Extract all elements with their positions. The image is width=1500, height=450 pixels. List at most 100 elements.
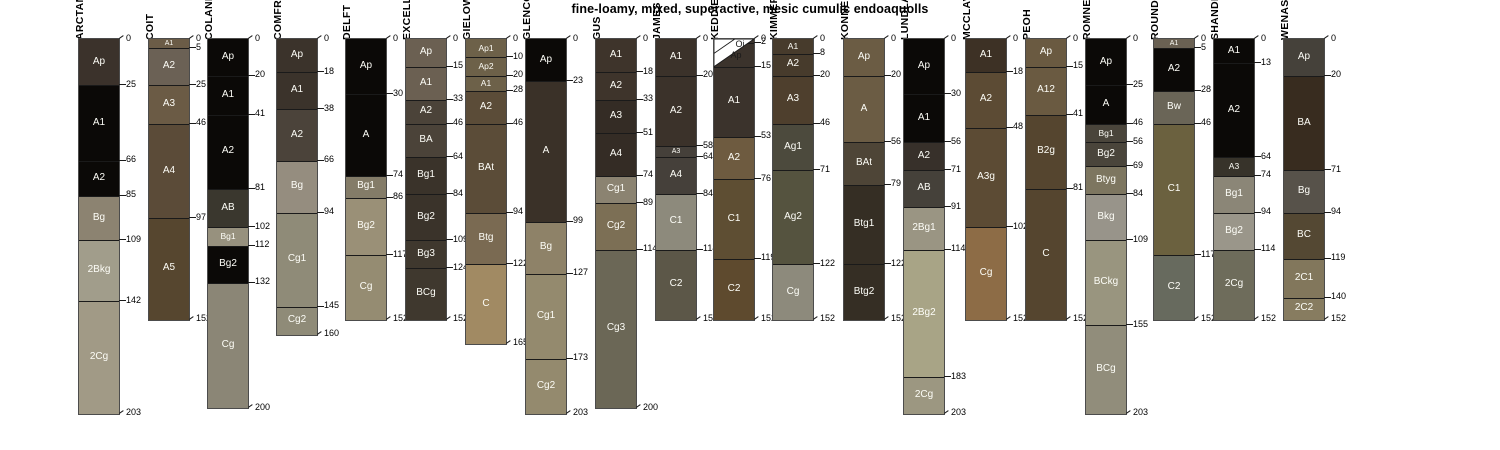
horizon-divider xyxy=(773,264,813,266)
profile-name-label: MCCLAVE xyxy=(961,0,973,40)
horizon-label: Btg xyxy=(478,231,494,243)
profile-column: A1 A2 A3g Cg xyxy=(965,38,1007,321)
depth-value-label: 203 xyxy=(1133,407,1149,418)
depth-value-label: 20 xyxy=(820,69,831,80)
profile-column: Ap A1 A2 Bg Cg1 Cg2 xyxy=(276,38,318,336)
depth-value-label: 69 xyxy=(1133,159,1144,170)
soil-horizon xyxy=(1284,170,1324,213)
horizon-label: A xyxy=(1102,98,1110,110)
depth-tick xyxy=(1006,226,1013,228)
horizon-label: Ap2 xyxy=(478,61,494,72)
horizon-divider xyxy=(773,170,813,172)
depth-tick xyxy=(1126,239,1133,241)
soil-horizon xyxy=(466,90,506,124)
horizon-label: Bg2 xyxy=(1097,147,1115,159)
horizon-divider xyxy=(406,240,446,242)
soil-horizon xyxy=(1026,66,1066,115)
depth-tick xyxy=(446,193,453,195)
horizon-label: Ap xyxy=(539,53,553,65)
horizon-label: Btg2 xyxy=(853,285,875,297)
soil-horizon xyxy=(526,39,566,82)
depth-value-label: 13 xyxy=(1261,56,1272,67)
depth-tick xyxy=(944,35,949,39)
horizon-divider xyxy=(1284,258,1324,260)
depth-value-label: 145 xyxy=(324,300,340,311)
depth-tick xyxy=(189,47,196,49)
depth-tick xyxy=(1324,296,1331,298)
soil-horizon xyxy=(596,203,636,250)
depth-value-label: 155 xyxy=(1133,318,1149,329)
horizon-label: A1 xyxy=(979,49,993,61)
horizon-divider xyxy=(1154,255,1194,257)
soil-horizon xyxy=(466,39,506,58)
horizon-label: Cg xyxy=(221,339,235,351)
horizon-divider xyxy=(656,194,696,196)
depth-value-label: 20 xyxy=(513,69,524,80)
depth-value-label: 58 xyxy=(703,139,714,150)
horizon-divider xyxy=(79,240,119,242)
soil-horizon xyxy=(346,175,386,198)
depth-value-label: 117 xyxy=(393,248,408,259)
soil-horizon xyxy=(208,39,248,76)
horizon-divider xyxy=(714,136,754,138)
depth-tick xyxy=(506,35,511,39)
profile-column: Ap A1 A2 Bg 2Bkg 2Cg xyxy=(78,38,120,415)
horizon-divider xyxy=(656,157,696,159)
horizon-divider xyxy=(904,94,944,96)
soil-horizon xyxy=(596,249,636,409)
horizon-label: 2C2 xyxy=(1294,302,1314,314)
profile-column: A1 A2 A3 Ag1 Ag2 Cg xyxy=(772,38,814,321)
depth-value-label: 0 xyxy=(513,32,519,43)
depth-value-label: 142 xyxy=(126,294,142,305)
horizon-label: Oi xyxy=(735,38,745,49)
depth-tick xyxy=(566,357,573,359)
depth-tick xyxy=(884,183,891,185)
soil-horizon xyxy=(149,85,189,124)
soil-horizon xyxy=(844,264,884,320)
horizon-divider xyxy=(466,75,506,77)
depth-value-label: 0 xyxy=(703,32,709,43)
soil-horizon xyxy=(79,39,119,86)
soil-horizon xyxy=(904,170,944,208)
depth-tick xyxy=(119,84,126,86)
depth-value-label: 46 xyxy=(513,117,524,128)
depth-tick xyxy=(813,52,820,54)
depth-value-label: 84 xyxy=(1133,187,1144,198)
depth-tick xyxy=(884,74,891,76)
depth-value-label: 0 xyxy=(453,32,459,43)
horizon-label: Ap xyxy=(359,60,373,72)
soil-horizon xyxy=(346,94,386,176)
depth-value-label: 152 xyxy=(1013,313,1029,324)
profile-column: Ap A1 A2 BA Bg1 Bg2 Bg3 BCg xyxy=(405,38,447,321)
depth-tick xyxy=(1126,324,1133,326)
horizon-divider xyxy=(526,358,566,360)
horizon-label: 2Bkg xyxy=(87,264,111,276)
horizon-divider xyxy=(406,268,446,270)
horizon-divider xyxy=(656,75,696,77)
profile-name-label: WENAS xyxy=(1279,0,1291,40)
depth-tick xyxy=(566,272,573,274)
soil-horizon xyxy=(1214,212,1254,250)
horizon-divider xyxy=(526,273,566,275)
depth-tick xyxy=(884,35,889,39)
profile-name-label: GUS xyxy=(591,16,603,40)
horizon-label: A1 xyxy=(609,49,623,61)
horizon-label: Ap xyxy=(730,49,742,60)
soil-horizon xyxy=(208,227,248,246)
depth-tick xyxy=(386,174,393,176)
depth-tick xyxy=(119,194,126,196)
horizon-divider xyxy=(596,133,636,135)
depth-value-label: 0 xyxy=(393,32,399,43)
soil-horizon xyxy=(1154,90,1194,124)
depth-value-label: 71 xyxy=(1331,163,1342,174)
horizon-divider xyxy=(714,258,754,260)
profile-name-label: GLENCOE xyxy=(521,0,533,40)
soil-horizon xyxy=(277,39,317,73)
depth-tick xyxy=(317,35,322,39)
soil-horizon xyxy=(79,160,119,196)
depth-value-label: 28 xyxy=(1201,84,1212,95)
depth-value-label: 18 xyxy=(643,65,654,76)
depth-value-label: 0 xyxy=(820,32,826,43)
soil-horizon xyxy=(208,282,248,409)
profile-name-label: COMFREY xyxy=(272,0,284,40)
